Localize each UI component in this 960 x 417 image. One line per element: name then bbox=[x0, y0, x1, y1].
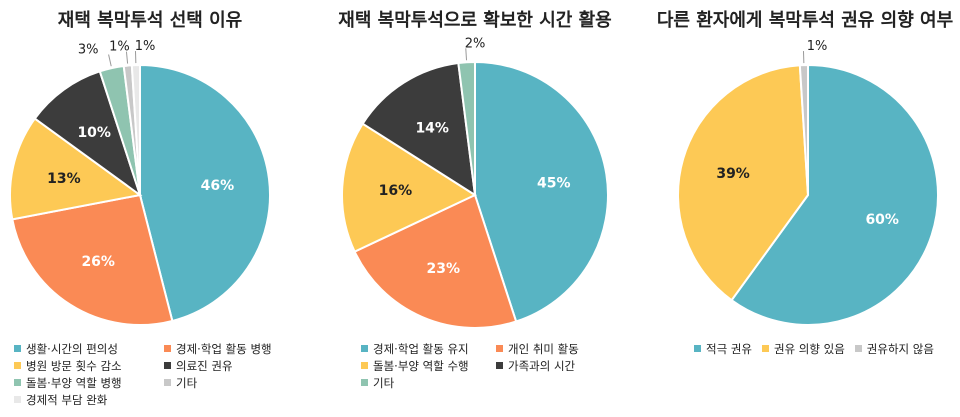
legend-label: 경제·학업 활동 유지 bbox=[373, 342, 469, 356]
legend-swatch bbox=[164, 345, 171, 352]
leader-line bbox=[108, 54, 112, 67]
data-label: 45% bbox=[537, 176, 571, 192]
pie-slice-적극-권유 bbox=[730, 63, 939, 326]
legend-swatch bbox=[694, 345, 701, 352]
pie-slice-경제-학업-활동-병행 bbox=[11, 193, 174, 326]
data-label: 46% bbox=[201, 178, 235, 194]
legend-swatch bbox=[496, 362, 503, 369]
data-label: 13% bbox=[47, 171, 81, 187]
legend-label: 권유 의향 있음 bbox=[773, 342, 845, 356]
legend-item: 경제적 부담 완화 bbox=[14, 392, 107, 409]
legend-label: 병원 방문 횟수 감소 bbox=[26, 359, 122, 373]
legend-item: 기타 bbox=[361, 375, 394, 392]
data-label: 60% bbox=[865, 212, 899, 228]
legend-item: 경제·학업 활동 유지 bbox=[361, 341, 469, 358]
pie-slice-가족과의-시간 bbox=[361, 61, 477, 197]
legend-item: 병원 방문 횟수 감소 bbox=[14, 358, 122, 375]
legend-label: 개인 취미 활동 bbox=[508, 342, 579, 356]
legend-label: 권유하지 않음 bbox=[866, 342, 934, 356]
legend-item: 개인 취미 활동 bbox=[496, 341, 579, 358]
legend-item: 돌봄·부양 역할 병행 bbox=[14, 375, 122, 392]
pie-chart: 45% 23% 16% 14% 2% bbox=[341, 36, 609, 329]
pie-chart: 46% 26% 13% 10% 3% 1% 1% bbox=[9, 39, 271, 326]
legend-swatch bbox=[854, 345, 862, 352]
chart-title: 재택 복막투석 선택 이유 bbox=[57, 10, 243, 31]
legend-item: 권유하지 않음 bbox=[854, 341, 934, 358]
legend-swatch bbox=[14, 379, 21, 386]
legend-item: 돌봄·부양 역할 수행 bbox=[361, 358, 469, 375]
legend-label: 경제적 부담 완화 bbox=[26, 393, 108, 407]
chart-title: 재택 복막투석으로 확보한 시간 활용 bbox=[338, 10, 612, 31]
legend-swatch bbox=[361, 379, 368, 386]
legend-swatch bbox=[14, 396, 21, 403]
legend-label: 생활·시간의 편의성 bbox=[26, 342, 118, 356]
pie-panel-selection-reason: 재택 복막투석 선택 이유 46% 26% 13% 10% 3% 1% 1% 생활·시간의 … bbox=[0, 0, 300, 417]
legend-swatch bbox=[496, 345, 503, 352]
legend-item: 경제·학업 활동 병행 bbox=[164, 341, 272, 358]
legend: 적극 권유 권유 의향 있음 권유하지 않음 bbox=[694, 341, 954, 361]
data-label: 39% bbox=[716, 166, 750, 182]
legend-item: 가족과의 시간 bbox=[496, 358, 575, 375]
pie-panel-recommendation: 다른 환자에게 복막투석 권유 의향 여부 60% 39% 1% 적극 권유 권유 의… bbox=[650, 0, 960, 417]
data-label: 26% bbox=[81, 254, 115, 270]
pie-slice-생활-시간의-편의성 bbox=[139, 63, 271, 323]
legend-swatch bbox=[761, 345, 769, 352]
data-label: 1% bbox=[109, 40, 130, 55]
data-label: 1% bbox=[807, 39, 828, 54]
legend-item: 생활·시간의 편의성 bbox=[14, 341, 118, 358]
legend-label: 의료진 권유 bbox=[176, 359, 233, 373]
legend-item: 의료진 권유 bbox=[164, 358, 233, 375]
data-label: 3% bbox=[78, 43, 99, 58]
legend-label: 가족과의 시간 bbox=[508, 359, 576, 373]
pie-slice-경제-학업-활동-유지 bbox=[474, 60, 609, 323]
legend-swatch bbox=[361, 362, 368, 369]
data-label: 16% bbox=[379, 183, 413, 199]
legend-swatch bbox=[164, 362, 171, 369]
data-label: 2% bbox=[465, 36, 486, 51]
legend-swatch bbox=[14, 345, 21, 352]
pie-slice-의료진-권유 bbox=[33, 70, 142, 198]
pie-slice-돌봄-부양-역할-수행 bbox=[341, 122, 478, 253]
pie-slice-권유하지-않음 bbox=[798, 63, 809, 196]
pie-panel-time-usage: 재택 복막투석으로 확보한 시간 활용 45% 23% 16% 14% 2% 경제·학업… bbox=[325, 0, 625, 417]
legend-swatch bbox=[164, 379, 171, 386]
legend-label: 돌봄·부양 역할 병행 bbox=[26, 376, 122, 390]
legend-swatch bbox=[14, 362, 21, 369]
legend-label: 기타 bbox=[373, 376, 395, 390]
leader-line bbox=[465, 48, 468, 61]
data-label: 10% bbox=[77, 125, 111, 141]
legend-swatch bbox=[361, 345, 368, 352]
pie-slice-병원-방문-횟수-감소 bbox=[9, 117, 143, 221]
pie-slice-경제적-부담-완화 bbox=[130, 63, 141, 196]
data-label: 1% bbox=[135, 39, 156, 54]
legend-item: 적극 권유 bbox=[694, 341, 752, 358]
data-label: 14% bbox=[415, 121, 449, 137]
leader-line bbox=[125, 51, 129, 64]
legend-item: 기타 bbox=[164, 375, 197, 392]
chart-title: 다른 환자에게 복막투석 권유 의향 여부 bbox=[656, 10, 954, 31]
pie-slice-개인-취미-활동 bbox=[353, 193, 518, 329]
pie-chart: 60% 39% 1% bbox=[677, 39, 939, 326]
legend-label: 경제·학업 활동 병행 bbox=[176, 342, 272, 356]
legend-label: 기타 bbox=[176, 376, 198, 390]
pie-slice-권유-의향-있음 bbox=[677, 64, 810, 302]
data-label: 23% bbox=[427, 261, 461, 277]
legend-item: 권유 의향 있음 bbox=[761, 341, 845, 358]
legend-label: 돌봄·부양 역할 수행 bbox=[373, 359, 469, 373]
legend-label: 적극 권유 bbox=[706, 342, 752, 356]
pie-slice-기타 bbox=[457, 60, 476, 196]
